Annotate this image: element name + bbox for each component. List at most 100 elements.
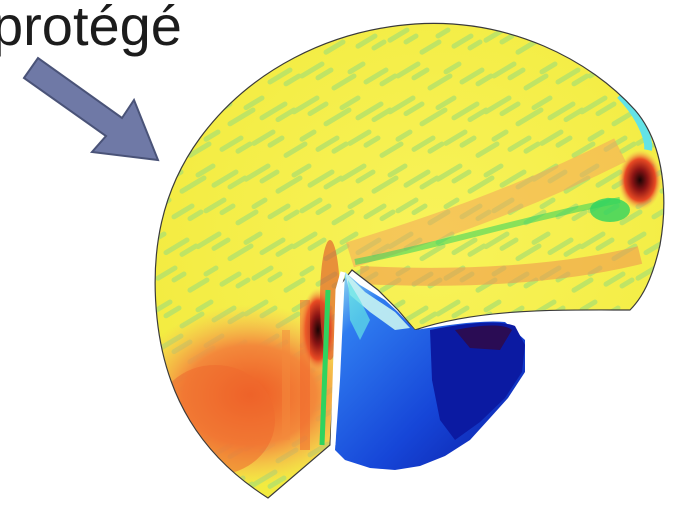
field-striation (483, 163, 504, 178)
field-striation (563, 107, 585, 123)
field-striation (339, 231, 359, 245)
field-striation (379, 73, 398, 87)
field-striation (291, 231, 318, 250)
field-striation (507, 407, 528, 422)
field-striation (531, 435, 555, 452)
field-striation (283, 209, 300, 222)
field-striation (411, 475, 438, 494)
field-striation (595, 441, 619, 458)
field-striation (275, 175, 303, 194)
field-striation (643, 305, 662, 319)
field-striation (363, 203, 387, 220)
field-striation (587, 129, 605, 142)
field-striation (171, 203, 195, 220)
field-striation (307, 169, 335, 188)
field-striation (419, 311, 438, 325)
field-striation (267, 203, 291, 220)
field-striation (467, 39, 483, 51)
field-striation (323, 447, 340, 460)
field-striation (331, 481, 351, 495)
field-striation (507, 67, 526, 81)
field-striation (595, 237, 615, 251)
field-striation (547, 237, 574, 256)
field-striation (595, 169, 623, 188)
field-striation (291, 95, 320, 115)
field-striation (539, 129, 564, 146)
field-striation (227, 39, 250, 55)
field-striation (227, 107, 256, 127)
field-striation (555, 475, 575, 489)
field-striation (515, 243, 542, 262)
field-striation (403, 169, 431, 188)
field-striation (203, 197, 227, 214)
field-striation (203, 129, 221, 142)
field-striation (259, 169, 280, 184)
field-striation (355, 33, 378, 49)
field-striation (555, 67, 581, 85)
field-striation (547, 101, 576, 121)
field-striation (315, 203, 332, 216)
field-striation (251, 61, 270, 75)
field-striation (155, 163, 175, 182)
field-striation (603, 407, 624, 422)
field-striation (283, 277, 306, 293)
field-striation (371, 107, 393, 123)
field-striation (363, 475, 383, 489)
field-striation (499, 169, 527, 188)
field-striation (627, 231, 647, 245)
field-striation (587, 333, 609, 349)
field-striation (363, 67, 389, 85)
field-striation (347, 197, 364, 210)
field-striation (163, 101, 192, 121)
field-striation (299, 265, 315, 277)
field-striation (155, 95, 169, 111)
field-striation (531, 367, 549, 380)
field-striation (475, 73, 494, 87)
field-striation (523, 481, 543, 495)
field-striation (523, 73, 549, 91)
field-striation (275, 39, 291, 51)
field-striation (211, 33, 227, 45)
field-striation (219, 475, 246, 494)
field-striation (243, 231, 263, 245)
field-striation (539, 401, 560, 416)
field-striation (595, 373, 613, 386)
field-striation (411, 135, 436, 152)
field-striation (443, 129, 468, 146)
field-striation (291, 27, 314, 43)
field-striation (563, 311, 589, 329)
field-striation (219, 203, 236, 216)
field-striation (563, 243, 583, 257)
field-striation (403, 33, 419, 45)
field-striation (579, 27, 602, 43)
field-striation (355, 101, 384, 121)
field-striation (475, 481, 502, 498)
field-striation (539, 333, 568, 353)
field-striation (395, 61, 421, 79)
field-striation (555, 407, 583, 426)
field-striation (155, 367, 165, 380)
field-striation (411, 67, 430, 81)
field-striation (195, 163, 216, 178)
field-striation (651, 475, 664, 489)
field-striation (387, 27, 410, 43)
field-striation (523, 141, 541, 154)
field-striation (579, 435, 596, 448)
field-striation (587, 61, 613, 79)
field-striation (459, 475, 479, 489)
field-striation (299, 197, 323, 214)
field-striation (155, 469, 182, 488)
field-striation (451, 237, 478, 256)
field-striation (451, 169, 472, 184)
field-striation (275, 107, 297, 123)
field-striation (235, 141, 253, 154)
field-striation (515, 39, 538, 55)
field-striation (547, 373, 572, 390)
field-striation (283, 73, 302, 87)
field-striation (419, 107, 448, 127)
field-striation (307, 33, 323, 45)
field-striation (315, 475, 342, 494)
field-striation (515, 447, 532, 460)
field-striation (163, 305, 182, 319)
